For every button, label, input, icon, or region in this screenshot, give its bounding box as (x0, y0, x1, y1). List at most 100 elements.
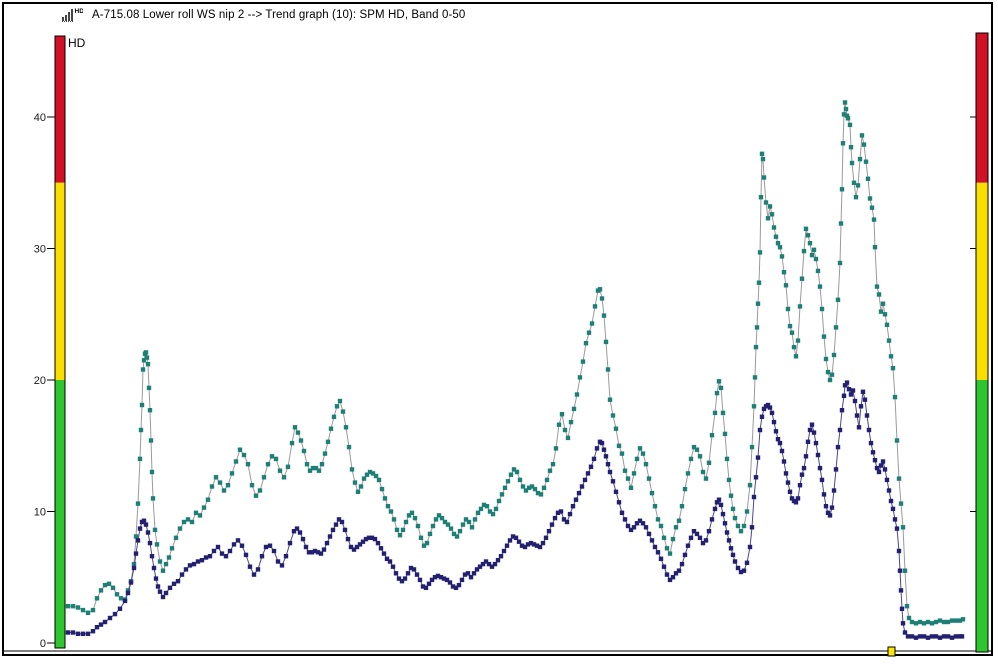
data-point-upper (892, 394, 898, 400)
data-point-lower (718, 502, 724, 508)
data-point-upper (807, 241, 813, 246)
data-point-lower (552, 515, 558, 521)
data-point-upper (98, 588, 104, 593)
data-point-upper (237, 447, 243, 452)
data-point-upper (487, 509, 493, 514)
data-point-lower (837, 427, 843, 433)
data-point-upper (304, 462, 310, 467)
data-point-upper (607, 397, 613, 402)
data-point-upper (799, 276, 805, 281)
titlebar: HD A-715.08 Lower roll WS nip 2 --> Tren… (61, 6, 465, 24)
data-point-upper (529, 484, 535, 489)
data-point-lower (781, 459, 787, 464)
data-point-lower (905, 634, 911, 639)
data-point-upper (673, 525, 679, 530)
data-point-lower (858, 404, 864, 409)
data-point-lower (300, 536, 306, 542)
data-point-upper (756, 280, 762, 285)
event-marker[interactable] (887, 646, 896, 657)
data-point-upper (154, 542, 160, 547)
data-point-upper (825, 369, 831, 375)
data-point-lower (294, 526, 300, 531)
y-tick-label-0: 0 (40, 638, 46, 650)
data-point-upper (135, 501, 141, 506)
data-point-upper (797, 304, 803, 309)
data-point-upper (574, 392, 580, 397)
data-point-lower (306, 550, 312, 555)
data-point-lower (183, 567, 189, 572)
data-point-upper (150, 496, 156, 501)
data-point-upper (430, 523, 436, 529)
data-point-upper (844, 113, 850, 118)
data-point-upper (777, 245, 783, 250)
data-point-lower (607, 469, 613, 475)
data-point-upper (610, 413, 616, 418)
data-point-lower (432, 575, 438, 580)
data-point-upper (603, 339, 609, 345)
data-point-lower (122, 598, 128, 604)
data-point-lower (357, 542, 363, 547)
window-border (2, 2, 993, 656)
data-point-lower (393, 571, 399, 576)
data-point-upper (896, 476, 902, 481)
data-point-upper (703, 476, 709, 481)
data-point-lower (251, 572, 257, 577)
data-point-upper (310, 465, 316, 471)
data-point-lower (655, 550, 661, 555)
data-point-lower (765, 402, 771, 408)
data-point-upper (765, 216, 771, 221)
data-point-lower (402, 576, 408, 581)
data-point-upper (884, 322, 890, 327)
icon-hd-superscript: HD (75, 8, 84, 15)
data-point-upper (466, 519, 472, 525)
data-point-upper (217, 480, 223, 485)
data-point-upper (829, 372, 835, 377)
data-point-upper (589, 321, 595, 326)
data-point-lower (703, 538, 709, 543)
data-point-upper (349, 467, 355, 472)
data-point-lower (459, 577, 465, 583)
data-point-upper (177, 526, 183, 531)
data-point-upper (445, 522, 451, 527)
data-point-lower (848, 392, 854, 397)
data-point-upper (763, 200, 769, 205)
data-point-upper (277, 468, 283, 473)
data-point-upper (720, 410, 726, 416)
data-point-upper (544, 477, 550, 483)
data-point-lower (426, 581, 432, 586)
data-point-upper (878, 309, 884, 314)
data-point-lower (862, 397, 868, 402)
window-title: A-715.08 Lower roll WS nip 2 --> Trend g… (92, 9, 466, 21)
data-point-lower (147, 540, 153, 546)
data-point-lower (694, 531, 700, 537)
alarm-bar-left-zone-red (55, 36, 65, 183)
data-point-lower (622, 517, 628, 522)
data-point-lower (868, 440, 874, 446)
data-point-upper (94, 596, 100, 601)
data-point-upper (894, 438, 900, 443)
data-point-upper (753, 344, 759, 350)
data-point-lower (771, 419, 777, 425)
data-point-upper (385, 504, 391, 509)
data-point-lower (107, 615, 113, 621)
data-point-upper (913, 621, 919, 626)
data-point-lower (616, 500, 622, 505)
data-point-lower (720, 511, 726, 517)
data-point-lower (594, 446, 600, 451)
data-point-lower (821, 492, 827, 497)
data-point-upper (316, 468, 322, 473)
data-point-lower (728, 546, 734, 551)
data-point-upper (637, 446, 643, 451)
data-point-lower (453, 585, 459, 590)
data-point-lower (199, 558, 205, 563)
data-point-upper (880, 301, 886, 306)
data-point-upper (295, 430, 301, 435)
data-point-lower (925, 635, 931, 640)
data-point-upper (839, 187, 845, 192)
data-point-lower (576, 490, 582, 496)
data-point-upper (803, 226, 809, 231)
data-point-lower (890, 506, 896, 512)
data-point-upper (361, 476, 367, 481)
data-point-lower (151, 565, 157, 571)
data-point-upper (849, 160, 855, 166)
